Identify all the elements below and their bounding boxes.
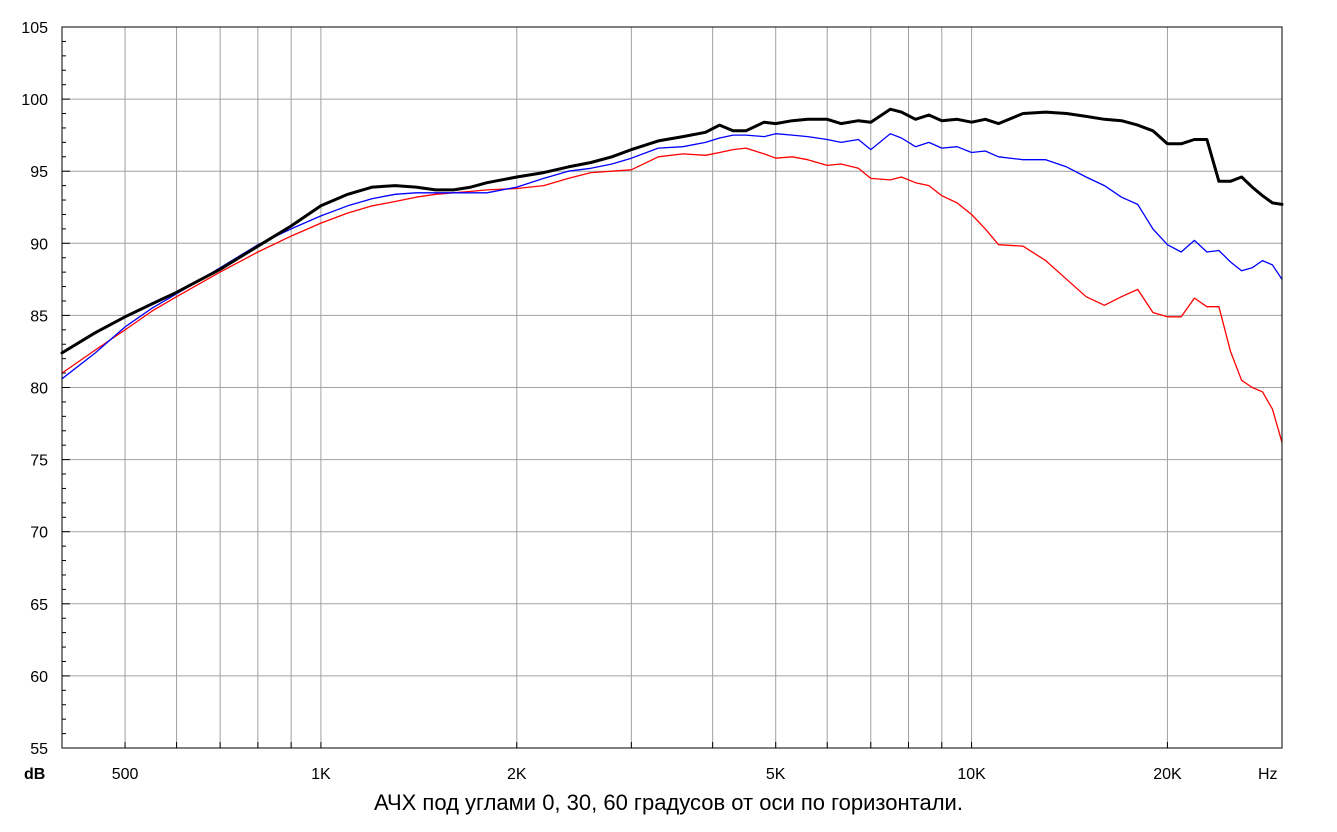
chart-caption: АЧХ под углами 0, 30, 60 градусов от оси… bbox=[374, 790, 963, 815]
series-line bbox=[61, 147, 1283, 443]
minor-ticks bbox=[62, 26, 1168, 749]
x-tick-label: 20K bbox=[1153, 766, 1182, 783]
y-axis-labels: 55 60 65 70 75 80 85 90 95 100 105 bbox=[21, 20, 48, 758]
plot-frame bbox=[61, 26, 1283, 749]
series-line bbox=[61, 133, 1283, 380]
y-tick-label: 55 bbox=[30, 741, 48, 758]
x-unit-label: Hz bbox=[1258, 766, 1278, 783]
x-tick-label: 1K bbox=[311, 766, 331, 783]
x-axis-labels: 500 1K 2K 5K 10K 20K bbox=[112, 766, 1182, 783]
y-tick-label: 70 bbox=[30, 525, 48, 542]
x-tick-label: 5K bbox=[766, 766, 786, 783]
y-tick-label: 65 bbox=[30, 597, 48, 614]
x-tick-label: 500 bbox=[112, 766, 139, 783]
y-tick-label: 90 bbox=[30, 236, 48, 253]
frequency-response-chart: 55 60 65 70 75 80 85 90 95 100 105 500 1K 2K 5K 10K 20K… bbox=[21, 20, 1284, 783]
y-tick-label: 80 bbox=[30, 381, 48, 398]
y-tick-label: 60 bbox=[30, 669, 48, 686]
x-tick-label: 10K bbox=[957, 766, 986, 783]
series-line bbox=[60, 107, 1284, 355]
grid bbox=[62, 26, 1282, 749]
y-tick-label: 85 bbox=[30, 308, 48, 325]
y-unit-label: dB bbox=[24, 766, 45, 783]
series-group bbox=[60, 107, 1284, 443]
y-tick-label: 100 bbox=[21, 92, 48, 109]
y-tick-label: 105 bbox=[21, 20, 48, 37]
y-tick-label: 75 bbox=[30, 453, 48, 470]
x-tick-label: 2K bbox=[507, 766, 527, 783]
y-tick-label: 95 bbox=[30, 164, 48, 181]
